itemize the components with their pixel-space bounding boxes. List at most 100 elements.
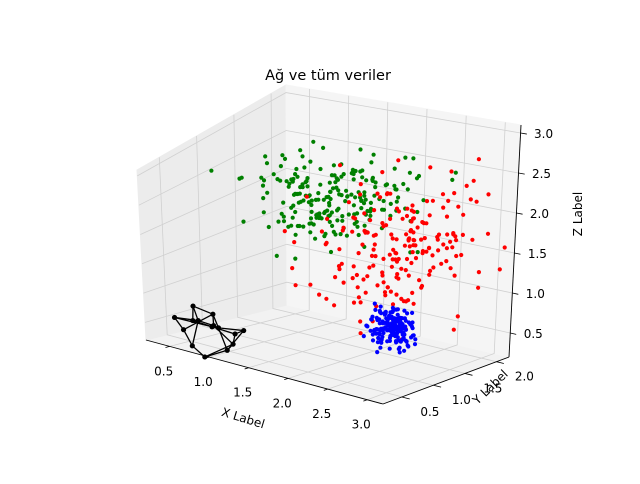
scatter-point-series-2 bbox=[417, 278, 421, 282]
scatter-point-series-1 bbox=[368, 214, 372, 218]
scatter-point-series-1 bbox=[369, 160, 373, 164]
scatter-point-series-3 bbox=[371, 338, 375, 342]
scatter-point-series-2 bbox=[454, 238, 458, 242]
scatter-point-series-1 bbox=[311, 140, 315, 144]
scatter-point-series-2 bbox=[350, 230, 354, 234]
scatter-point-series-2 bbox=[372, 248, 376, 252]
scatter-point-series-2 bbox=[396, 158, 400, 162]
scatter-point-series-1 bbox=[272, 172, 276, 176]
scatter-point-series-1 bbox=[317, 211, 321, 215]
scatter-point-series-3 bbox=[391, 309, 395, 313]
scatter-point-series-2 bbox=[425, 199, 429, 203]
scatter-point-series-3 bbox=[378, 346, 382, 350]
scatter-point-series-2 bbox=[431, 199, 435, 203]
scatter-point-series-2 bbox=[360, 243, 364, 247]
scatter-point-series-2 bbox=[409, 219, 413, 223]
y-tick-label: 2.0 bbox=[515, 370, 534, 384]
scatter-point-series-1 bbox=[333, 180, 337, 184]
y-tick-label: 0.5 bbox=[420, 405, 439, 419]
scatter-point-series-2 bbox=[395, 207, 399, 211]
scatter-point-series-2 bbox=[382, 280, 386, 284]
scatter-point-series-3 bbox=[406, 343, 410, 347]
scatter-point-series-1 bbox=[262, 210, 266, 214]
scatter-point-series-2 bbox=[395, 237, 399, 241]
scatter-point-series-2 bbox=[404, 268, 408, 272]
scatter-point-series-2 bbox=[380, 221, 384, 225]
scatter-point-series-3 bbox=[362, 334, 366, 338]
scatter-point-series-1 bbox=[297, 201, 301, 205]
network-node bbox=[190, 343, 195, 348]
scatter-point-series-1 bbox=[450, 178, 454, 182]
scatter-point-series-2 bbox=[380, 270, 384, 274]
scatter-point-series-1 bbox=[318, 183, 322, 187]
scatter-point-series-2 bbox=[394, 275, 398, 279]
scatter-point-series-3 bbox=[409, 335, 413, 339]
scatter-point-series-2 bbox=[476, 286, 480, 290]
scatter-point-series-1 bbox=[300, 154, 304, 158]
scatter-point-series-2 bbox=[461, 213, 465, 217]
network-node bbox=[241, 328, 246, 333]
scatter-point-series-3 bbox=[402, 349, 406, 353]
scatter-point-series-3 bbox=[404, 339, 408, 343]
scatter-point-series-2 bbox=[359, 331, 363, 335]
scatter-point-series-1 bbox=[328, 181, 332, 185]
scatter-point-series-1 bbox=[265, 161, 269, 165]
x-tick-label: 2.0 bbox=[273, 396, 292, 410]
scatter-point-series-2 bbox=[388, 217, 392, 221]
scatter-point-series-1 bbox=[393, 187, 397, 191]
scatter-point-series-2 bbox=[453, 274, 457, 278]
scatter-point-series-2 bbox=[378, 195, 382, 199]
y-tick-mark bbox=[402, 397, 410, 399]
scatter-point-series-3 bbox=[375, 318, 379, 322]
scatter-point-series-1 bbox=[364, 178, 368, 182]
scatter-point-series-1 bbox=[382, 208, 386, 212]
scatter-point-series-1 bbox=[305, 184, 309, 188]
scatter-point-series-2 bbox=[423, 236, 427, 240]
scatter-point-series-2 bbox=[357, 251, 361, 255]
scatter-point-series-2 bbox=[361, 277, 365, 281]
network-node bbox=[216, 325, 221, 330]
scatter-point-series-1 bbox=[395, 200, 399, 204]
scatter-point-series-2 bbox=[441, 242, 445, 246]
scatter-point-series-2 bbox=[383, 290, 387, 294]
scatter-point-series-2 bbox=[401, 217, 405, 221]
axis-panes bbox=[137, 85, 521, 404]
scatter-point-series-2 bbox=[420, 284, 424, 288]
scatter-point-series-2 bbox=[431, 265, 435, 269]
scatter-point-series-1 bbox=[352, 177, 356, 181]
scatter-point-series-3 bbox=[376, 340, 380, 344]
scatter-point-series-2 bbox=[416, 225, 420, 229]
scatter-point-series-1 bbox=[308, 230, 312, 234]
scatter-point-series-1 bbox=[359, 206, 363, 210]
scatter-point-series-2 bbox=[419, 238, 423, 242]
x-tick-label: 1.0 bbox=[194, 375, 213, 389]
z-axis-label: Z Label bbox=[571, 192, 585, 236]
scatter-point-series-2 bbox=[446, 199, 450, 203]
x-tick-label: 3.0 bbox=[352, 418, 371, 432]
scatter-point-series-1 bbox=[314, 216, 318, 220]
scatter-point-series-1 bbox=[310, 210, 314, 214]
scatter-point-series-2 bbox=[351, 276, 355, 280]
scatter-point-series-1 bbox=[275, 254, 279, 258]
scatter-point-series-1 bbox=[329, 250, 333, 254]
scatter-point-series-2 bbox=[465, 184, 469, 188]
network-node bbox=[210, 312, 215, 317]
scatter-point-series-1 bbox=[289, 206, 293, 210]
network-node bbox=[211, 323, 216, 328]
scatter-point-series-2 bbox=[486, 232, 490, 236]
scatter-point-series-1 bbox=[308, 160, 312, 164]
scatter-point-series-1 bbox=[281, 201, 285, 205]
scatter-point-series-1 bbox=[330, 210, 334, 214]
network-node bbox=[202, 354, 207, 359]
scatter-point-series-2 bbox=[358, 192, 362, 196]
y-tick-mark bbox=[496, 362, 503, 364]
scatter-point-series-3 bbox=[388, 347, 392, 351]
scatter-point-series-2 bbox=[448, 240, 452, 244]
scatter-point-series-2 bbox=[324, 242, 328, 246]
scatter-point-series-3 bbox=[400, 337, 404, 341]
scatter-point-series-1 bbox=[316, 198, 320, 202]
scatter-point-series-2 bbox=[444, 259, 448, 263]
z-tick-mark bbox=[510, 333, 516, 334]
x-tick-label: 1.5 bbox=[233, 386, 252, 400]
scatter-point-series-2 bbox=[352, 264, 356, 268]
